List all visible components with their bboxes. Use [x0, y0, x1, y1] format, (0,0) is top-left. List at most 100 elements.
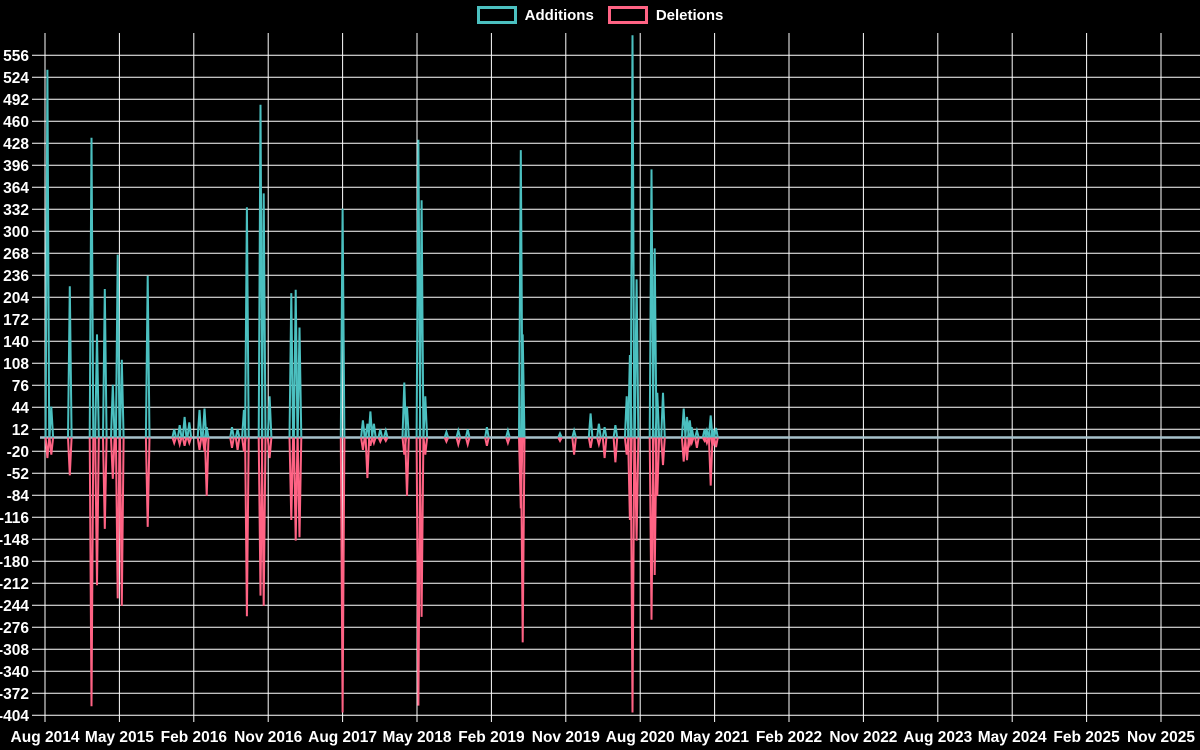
y-axis-label: -84 — [7, 488, 30, 505]
series-deletions — [44, 437, 719, 713]
chart-legend: Additions Deletions — [0, 6, 1200, 24]
data-spike — [203, 427, 210, 438]
data-spike — [234, 437, 241, 451]
data-spike — [601, 427, 608, 438]
data-spike — [654, 437, 661, 496]
data-spike — [266, 396, 273, 438]
data-spike — [110, 384, 116, 438]
data-spike — [229, 437, 235, 448]
data-spike — [684, 437, 690, 461]
x-axis-label: Feb 2016 — [161, 729, 228, 746]
y-axis-label: 76 — [12, 378, 30, 395]
data-spike — [88, 437, 95, 707]
data-spike — [587, 413, 594, 438]
data-spike — [688, 437, 695, 447]
data-spike — [633, 279, 640, 438]
x-axis-label: May 2021 — [680, 729, 749, 746]
data-spike — [707, 437, 714, 486]
y-axis-label: 524 — [3, 70, 29, 87]
y-axis-label: 332 — [3, 202, 29, 219]
x-axis-label: Aug 2020 — [606, 729, 675, 746]
data-spike — [360, 437, 366, 451]
series-additions — [44, 35, 719, 438]
data-spike — [110, 437, 116, 479]
x-axis-label: Feb 2019 — [458, 729, 525, 746]
y-axis-label: -340 — [0, 664, 29, 681]
y-axis-label: 236 — [3, 268, 29, 285]
y-axis-label: -20 — [7, 444, 29, 461]
data-spike — [651, 437, 658, 576]
data-spike — [244, 437, 250, 617]
y-axis-label: 12 — [12, 422, 29, 439]
data-spike — [292, 289, 299, 438]
y-axis-label: 300 — [3, 224, 29, 241]
data-spike — [484, 437, 490, 447]
x-axis-label: May 2024 — [978, 729, 1047, 746]
y-axis-label: -116 — [0, 510, 29, 527]
x-axis-label: Nov 2025 — [1127, 729, 1195, 746]
data-spike — [367, 437, 374, 447]
data-spike — [629, 437, 636, 713]
data-spike — [612, 437, 619, 463]
data-spike — [260, 193, 267, 438]
data-spike — [651, 248, 658, 438]
y-axis-label: 396 — [3, 158, 29, 175]
data-spike — [587, 437, 594, 448]
data-spike — [181, 437, 188, 447]
data-spike — [629, 35, 636, 438]
y-axis-label: 556 — [3, 48, 29, 65]
data-spike — [660, 392, 666, 438]
data-spike — [464, 429, 471, 438]
y-axis-label: -244 — [0, 598, 29, 615]
data-spike — [422, 437, 429, 455]
data-spike — [383, 437, 389, 444]
y-axis-label: -212 — [0, 576, 29, 593]
grid-lines — [32, 33, 1200, 722]
data-spike — [694, 426, 700, 438]
data-spike — [339, 208, 346, 438]
y-axis-label: 204 — [3, 290, 29, 307]
y-axis-label: 492 — [3, 92, 29, 109]
data-spike — [557, 437, 563, 444]
y-axis-label: 140 — [3, 334, 29, 351]
data-spike — [186, 437, 193, 447]
y-axis-label: -276 — [0, 620, 29, 637]
data-spike — [367, 411, 374, 438]
data-spike — [694, 437, 700, 448]
y-axis-label: 364 — [3, 180, 29, 197]
data-spike — [377, 429, 384, 438]
data-spike — [176, 424, 183, 438]
data-spike — [114, 437, 121, 599]
y-axis-label: 460 — [3, 114, 29, 131]
y-axis-label: -180 — [0, 554, 29, 571]
data-spike — [114, 254, 121, 438]
data-spike — [688, 427, 695, 438]
data-spike — [415, 437, 422, 706]
y-axis-label: 268 — [3, 246, 29, 263]
data-spike — [557, 430, 563, 438]
y-axis-label: -404 — [0, 708, 29, 725]
x-axis-label: May 2015 — [85, 729, 154, 746]
data-spike — [266, 437, 273, 459]
x-axis-label: Aug 2023 — [903, 729, 972, 746]
data-spike — [505, 426, 511, 438]
data-spike — [371, 423, 377, 438]
deletions-swatch-icon — [607, 6, 648, 24]
data-spike — [443, 437, 450, 445]
data-spike — [48, 406, 55, 438]
data-spike — [119, 437, 125, 606]
legend-item-additions[interactable]: Additions — [476, 6, 594, 24]
data-spike — [612, 424, 619, 438]
data-spike — [67, 286, 73, 438]
data-spike — [455, 437, 462, 449]
y-axis-label: 172 — [3, 312, 29, 329]
legend-label-additions: Additions — [524, 6, 594, 24]
data-spike — [94, 334, 100, 438]
data-spike — [44, 69, 51, 438]
data-spike — [144, 275, 151, 438]
data-spike — [176, 437, 183, 449]
legend-item-deletions[interactable]: Deletions — [607, 6, 723, 24]
y-axis-label: -308 — [0, 642, 29, 659]
data-spike — [680, 408, 687, 438]
